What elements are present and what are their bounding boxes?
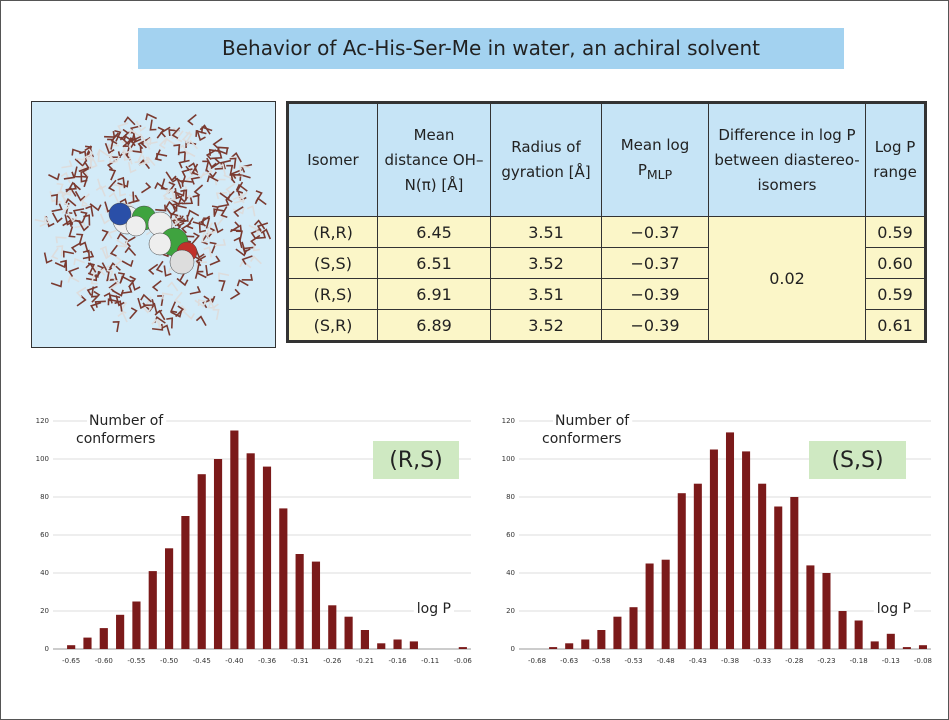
y-tick-label: 20 (40, 607, 49, 615)
bar (549, 647, 557, 649)
bar (132, 602, 140, 650)
x-tick-label: -0.50 (160, 657, 178, 665)
bar (198, 474, 206, 649)
bar (871, 641, 879, 649)
bar (565, 643, 573, 649)
bar (279, 508, 287, 649)
x-axis-label: log P (417, 601, 451, 617)
y-axis-label: Number of (555, 413, 630, 429)
bar (630, 607, 638, 649)
bar (263, 467, 271, 649)
bar (230, 431, 238, 650)
bar (662, 560, 670, 649)
x-tick-label: -0.28 (785, 657, 803, 665)
bar (459, 647, 467, 649)
x-tick-label: -0.53 (624, 657, 642, 665)
bar (312, 562, 320, 649)
slide: Behavior of Ac-His-Ser-Me in water, an a… (0, 0, 949, 720)
y-tick-label: 60 (40, 531, 49, 539)
bar (393, 640, 401, 650)
x-tick-label: -0.06 (454, 657, 473, 665)
x-tick-label: -0.58 (592, 657, 610, 665)
bar (328, 605, 336, 649)
bar (790, 497, 798, 649)
bar (165, 548, 173, 649)
y-axis-label: Number of (89, 413, 164, 429)
bar (758, 484, 766, 649)
y-tick-label: 0 (45, 645, 49, 653)
y-tick-label: 100 (36, 455, 49, 463)
bar (377, 643, 385, 649)
x-tick-label: -0.08 (914, 657, 932, 665)
bar (613, 617, 621, 649)
x-tick-label: -0.55 (127, 657, 145, 665)
y-axis-label: conformers (76, 431, 155, 447)
y-tick-label: 0 (511, 645, 515, 653)
y-tick-label: 100 (502, 455, 515, 463)
x-tick-label: -0.16 (388, 657, 407, 665)
bar (149, 571, 157, 649)
x-tick-label: -0.11 (421, 657, 439, 665)
bar (345, 617, 353, 649)
bar (839, 611, 847, 649)
x-axis-label: log P (877, 601, 911, 617)
x-tick-label: -0.40 (225, 657, 243, 665)
corner-label: (R,S) (389, 448, 442, 473)
y-axis-label: conformers (542, 431, 621, 447)
bar (410, 641, 418, 649)
x-tick-label: -0.18 (850, 657, 868, 665)
x-tick-label: -0.13 (882, 657, 900, 665)
bar (726, 432, 734, 649)
bar (597, 630, 605, 649)
bar (822, 573, 830, 649)
charts: 0 20 40 60 80 100 120 -0.65 -0.60 -0.55 -0.50 -0.45… (1, 1, 948, 719)
bar (710, 450, 718, 650)
bar (903, 647, 911, 649)
y-tick-label: 20 (506, 607, 515, 615)
x-tick-label: -0.65 (62, 657, 80, 665)
x-tick-label: -0.63 (560, 657, 578, 665)
y-tick-label: 40 (506, 569, 515, 577)
x-tick-label: -0.36 (258, 657, 277, 665)
x-tick-label: -0.45 (193, 657, 211, 665)
bar (919, 645, 927, 649)
bar (67, 645, 75, 649)
x-tick-label: -0.48 (657, 657, 675, 665)
x-tick-label: -0.38 (721, 657, 739, 665)
bar (100, 628, 108, 649)
x-tick-label: -0.68 (528, 657, 546, 665)
bar (806, 565, 814, 649)
x-tick-label: -0.43 (689, 657, 707, 665)
bar (774, 507, 782, 650)
x-tick-label: -0.33 (753, 657, 771, 665)
bar (646, 564, 654, 650)
bar (887, 634, 895, 649)
corner-label: (S,S) (831, 448, 883, 473)
x-tick-label: -0.31 (291, 657, 309, 665)
bar (214, 459, 222, 649)
bar (296, 554, 304, 649)
bar (116, 615, 124, 649)
y-tick-label: 120 (36, 417, 49, 425)
bar (83, 638, 91, 649)
y-tick-label: 120 (502, 417, 515, 425)
x-tick-label: -0.60 (95, 657, 113, 665)
y-tick-label: 60 (506, 531, 515, 539)
bar (855, 621, 863, 650)
bar (678, 493, 686, 649)
bar (581, 640, 589, 650)
y-tick-label: 80 (40, 493, 49, 501)
y-tick-label: 80 (506, 493, 515, 501)
bar (361, 630, 369, 649)
bar (247, 453, 255, 649)
bar (181, 516, 189, 649)
x-tick-label: -0.21 (356, 657, 374, 665)
x-tick-label: -0.26 (323, 657, 342, 665)
bar (694, 484, 702, 649)
bar (742, 451, 750, 649)
x-tick-label: -0.23 (817, 657, 835, 665)
y-tick-label: 40 (40, 569, 49, 577)
